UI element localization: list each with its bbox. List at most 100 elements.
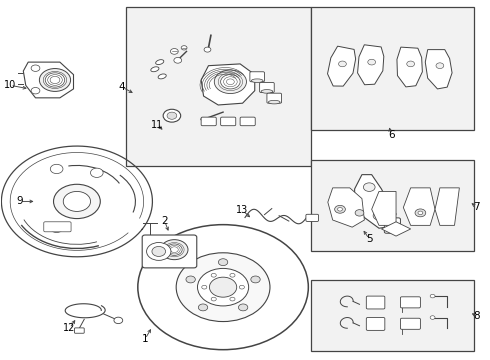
Text: 9: 9 (17, 197, 23, 206)
Circle shape (239, 285, 245, 289)
Circle shape (335, 205, 345, 213)
Polygon shape (425, 50, 452, 89)
Circle shape (181, 46, 187, 50)
Circle shape (355, 210, 364, 216)
Text: 8: 8 (473, 311, 480, 321)
Circle shape (50, 223, 63, 233)
Circle shape (418, 211, 423, 215)
Text: 13: 13 (237, 205, 249, 215)
Text: 12: 12 (63, 323, 76, 333)
Circle shape (31, 87, 40, 94)
Text: 1: 1 (142, 334, 148, 344)
Circle shape (171, 49, 178, 54)
Circle shape (430, 294, 435, 298)
Circle shape (219, 259, 228, 266)
Text: 10: 10 (4, 80, 16, 90)
Polygon shape (372, 192, 396, 225)
FancyBboxPatch shape (44, 222, 71, 232)
Circle shape (50, 164, 63, 174)
Circle shape (147, 243, 171, 260)
FancyBboxPatch shape (250, 72, 265, 82)
Ellipse shape (158, 74, 166, 79)
Circle shape (198, 304, 208, 311)
FancyBboxPatch shape (367, 318, 385, 330)
Circle shape (436, 63, 444, 68)
Circle shape (211, 273, 216, 277)
Bar (311, 280, 474, 351)
Polygon shape (397, 47, 422, 87)
Circle shape (211, 297, 216, 301)
Circle shape (251, 276, 260, 283)
Circle shape (230, 297, 235, 301)
Polygon shape (328, 188, 365, 227)
Bar (125, 7, 311, 166)
Ellipse shape (201, 118, 206, 121)
Circle shape (430, 316, 435, 319)
Text: 4: 4 (119, 82, 125, 92)
Ellipse shape (156, 60, 164, 64)
Circle shape (214, 70, 246, 94)
Polygon shape (403, 188, 435, 225)
Circle shape (53, 184, 100, 219)
Circle shape (220, 75, 240, 89)
Circle shape (161, 240, 188, 260)
Circle shape (209, 277, 237, 297)
Polygon shape (327, 46, 356, 86)
Circle shape (338, 207, 343, 211)
FancyBboxPatch shape (400, 297, 420, 308)
Ellipse shape (151, 67, 159, 72)
Text: 6: 6 (388, 130, 394, 140)
FancyBboxPatch shape (267, 93, 282, 103)
Text: 7: 7 (473, 202, 480, 212)
Circle shape (186, 276, 196, 283)
Polygon shape (355, 175, 396, 228)
Polygon shape (381, 222, 411, 236)
FancyBboxPatch shape (240, 117, 255, 126)
Circle shape (415, 209, 426, 217)
Circle shape (114, 317, 122, 324)
Circle shape (174, 58, 182, 63)
Circle shape (176, 253, 270, 321)
Circle shape (239, 304, 248, 311)
FancyBboxPatch shape (384, 218, 400, 233)
Circle shape (138, 225, 308, 350)
Circle shape (373, 211, 385, 220)
Polygon shape (435, 188, 460, 225)
Circle shape (368, 59, 375, 65)
Circle shape (39, 68, 71, 91)
Circle shape (63, 192, 91, 211)
FancyBboxPatch shape (260, 82, 274, 93)
Circle shape (91, 168, 103, 177)
Ellipse shape (269, 100, 280, 104)
Circle shape (197, 269, 248, 306)
Text: 5: 5 (366, 234, 372, 244)
Polygon shape (201, 64, 255, 105)
Text: 3: 3 (161, 236, 168, 246)
Ellipse shape (261, 90, 273, 93)
Circle shape (230, 273, 235, 277)
Circle shape (202, 285, 207, 289)
Circle shape (204, 47, 211, 52)
Text: 11: 11 (151, 120, 164, 130)
Circle shape (31, 65, 40, 71)
Circle shape (167, 244, 182, 255)
Text: 2: 2 (161, 216, 168, 226)
FancyBboxPatch shape (306, 214, 318, 221)
Bar (311, 7, 474, 130)
Circle shape (152, 247, 166, 256)
Polygon shape (24, 62, 74, 98)
Ellipse shape (251, 79, 263, 82)
FancyBboxPatch shape (74, 328, 84, 333)
FancyBboxPatch shape (142, 235, 197, 268)
Circle shape (364, 183, 375, 192)
Circle shape (407, 61, 415, 67)
Circle shape (339, 61, 346, 67)
FancyBboxPatch shape (220, 117, 236, 126)
FancyBboxPatch shape (201, 117, 216, 126)
Polygon shape (358, 45, 384, 85)
Circle shape (167, 112, 177, 119)
Circle shape (163, 109, 181, 122)
FancyBboxPatch shape (400, 318, 420, 329)
FancyBboxPatch shape (367, 296, 385, 309)
Circle shape (45, 73, 65, 87)
